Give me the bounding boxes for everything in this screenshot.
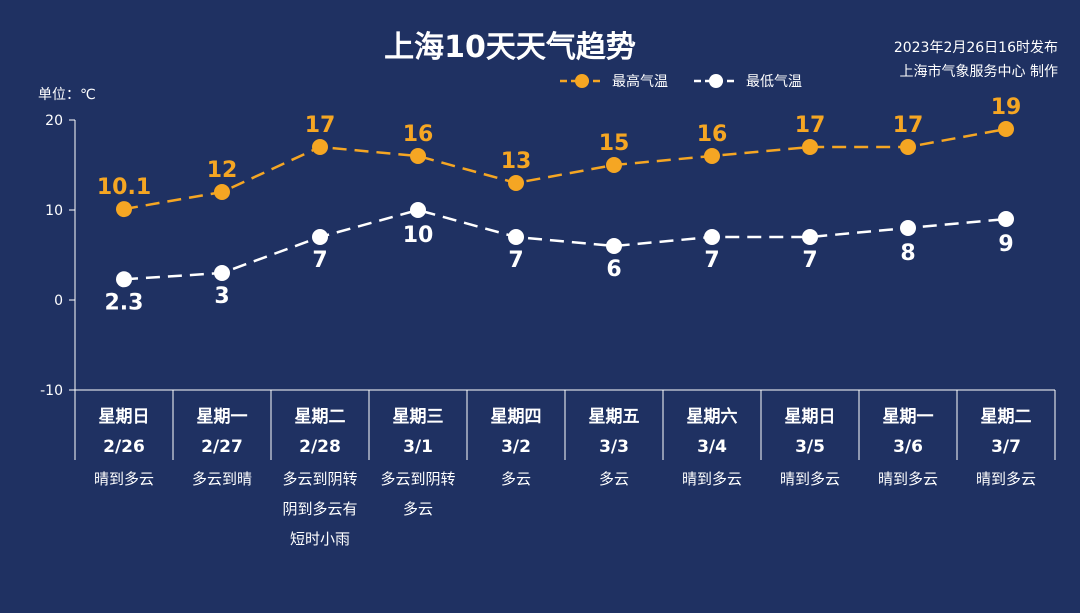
data-label: 7: [802, 248, 817, 273]
weather-text: 晴到多云: [682, 470, 742, 488]
weather-text: 晴到多云: [780, 470, 840, 488]
data-point: [998, 211, 1014, 227]
date-label: 3/6: [893, 437, 923, 457]
series-line-low: [123, 208, 1007, 281]
legend-item-low: 最低气温: [694, 71, 802, 91]
weather-text: 多云到阴转: [380, 470, 455, 488]
weather-text: 晴到多云: [976, 470, 1036, 488]
data-point: [312, 229, 328, 245]
data-label: 19: [991, 95, 1022, 120]
weather-text: 多云: [403, 500, 433, 518]
data-point: [214, 184, 230, 200]
data-point: [606, 157, 622, 173]
data-label: 17: [893, 113, 924, 138]
date-label: 2/27: [201, 437, 243, 457]
data-point: [900, 139, 916, 155]
date-label: 3/7: [991, 437, 1021, 457]
data-label: 7: [704, 248, 719, 273]
legend-label-low: 最低气温: [746, 74, 802, 90]
weather-text: 多云: [599, 470, 629, 488]
data-point: [704, 229, 720, 245]
data-point: [116, 271, 132, 288]
data-point: [998, 121, 1014, 137]
chart-legend: 最高气温 最低气温: [560, 70, 828, 92]
date-label: 3/2: [501, 437, 531, 457]
issue-time: 2023年2月26日16时发布: [893, 40, 1058, 56]
date-label: 2/28: [299, 437, 341, 457]
data-label: 10: [403, 223, 434, 248]
legend-label-high: 最高气温: [612, 74, 668, 90]
data-point: [606, 238, 622, 254]
weather-text: 晴到多云: [94, 470, 154, 488]
data-label: 13: [501, 149, 532, 174]
weather-text: 晴到多云: [878, 470, 938, 488]
weekday-label: 星期四: [491, 407, 542, 427]
chart-title: 上海10天天气趋势: [384, 30, 636, 65]
weekday-label: 星期五: [589, 407, 640, 427]
series-line-high: [123, 127, 1007, 211]
data-point: [312, 139, 328, 155]
weather-text: 阴到多云有: [282, 500, 357, 518]
weather-text: 多云到晴: [192, 470, 252, 488]
data-label: 8: [900, 241, 915, 266]
date-label: 2/26: [103, 437, 145, 457]
data-point: [802, 229, 818, 245]
data-label: 3: [214, 284, 229, 309]
weekday-label: 星期日: [99, 407, 150, 427]
data-label: 2.3: [105, 290, 144, 315]
issue-info: 2023年2月26日16时发布 上海市气象服务中心 制作: [894, 36, 1058, 84]
date-label: 3/1: [403, 437, 433, 457]
weekday-label: 星期一: [883, 407, 934, 427]
data-point: [410, 202, 426, 218]
data-point: [410, 148, 426, 164]
weather-text: 短时小雨: [290, 530, 350, 548]
y-tick-label: -10: [40, 383, 63, 399]
data-point: [900, 220, 916, 236]
data-label: 16: [403, 122, 434, 147]
data-point: [704, 148, 720, 164]
data-label: 16: [697, 122, 728, 147]
data-label: 12: [207, 158, 238, 183]
weekday-label: 星期日: [785, 407, 836, 427]
data-point: [508, 229, 524, 245]
data-label: 9: [998, 232, 1013, 257]
weekday-label: 星期一: [197, 407, 248, 427]
date-label: 3/3: [599, 437, 629, 457]
data-label: 15: [599, 131, 630, 156]
data-label: 7: [508, 248, 523, 273]
weekday-label: 星期六: [687, 406, 738, 427]
date-label: 3/4: [697, 437, 727, 457]
date-label: 3/5: [795, 437, 825, 457]
weekday-label: 星期二: [295, 407, 346, 427]
data-label: 10.1: [97, 175, 151, 200]
weekday-label: 星期三: [393, 407, 444, 427]
unit-label: 单位：℃: [38, 87, 96, 103]
y-tick-label: 0: [54, 293, 63, 309]
y-tick-label: 20: [45, 113, 63, 129]
legend-swatch-high-icon: [560, 74, 604, 88]
data-label: 17: [305, 113, 336, 138]
data-label: 7: [312, 248, 327, 273]
weather-text: 多云到阴转: [282, 470, 357, 488]
data-label: 17: [795, 113, 826, 138]
weather-text: 多云: [501, 470, 531, 488]
data-point: [116, 201, 132, 218]
legend-item-high: 最高气温: [560, 71, 668, 91]
legend-swatch-low-icon: [694, 74, 738, 88]
data-point: [802, 139, 818, 155]
y-tick-label: 10: [45, 203, 63, 219]
data-point: [508, 175, 524, 191]
data-point: [214, 265, 230, 281]
producer: 上海市气象服务中心 制作: [899, 64, 1058, 80]
data-label: 6: [606, 257, 621, 282]
weekday-label: 星期二: [981, 407, 1032, 427]
